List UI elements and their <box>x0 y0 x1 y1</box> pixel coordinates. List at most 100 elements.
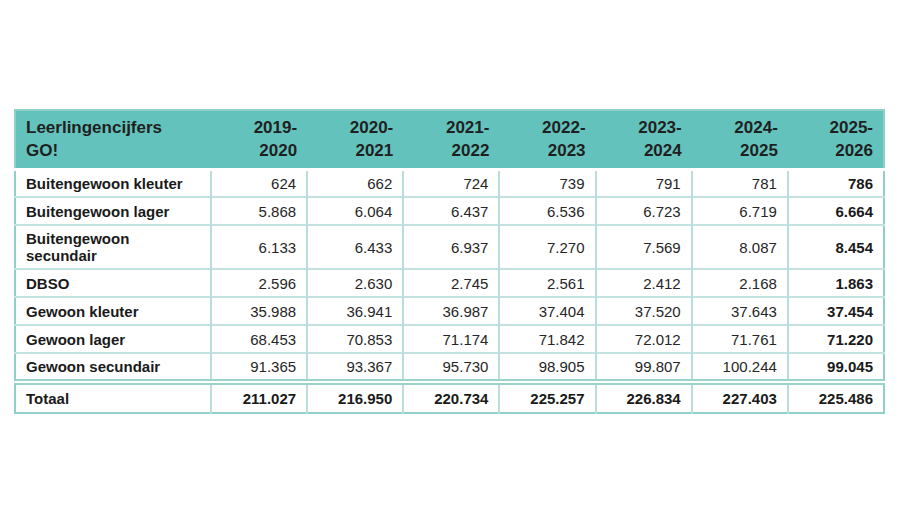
cell-value: 93.367 <box>307 353 403 382</box>
page: Leerlingencijfers GO! 2019- 2020 2020- 2… <box>0 0 899 505</box>
cell-value: 7.270 <box>499 225 595 269</box>
row-label: Buitengewoon lager <box>15 197 211 225</box>
column-header-line1: 2020- <box>317 116 393 139</box>
column-header-line2: 2025 <box>702 139 778 162</box>
row-label: Gewoon kleuter <box>15 297 211 325</box>
cell-value: 2.412 <box>596 269 692 297</box>
total-value: 225.257 <box>499 382 595 413</box>
row-label: Buitengewoon kleuter <box>15 169 211 197</box>
total-value: 226.834 <box>596 382 692 413</box>
cell-value: 6.723 <box>596 197 692 225</box>
row-label: Gewoon lager <box>15 325 211 353</box>
column-header-2025-2026: 2025- 2026 <box>788 110 884 169</box>
cell-value: 6.437 <box>403 197 499 225</box>
total-label: Totaal <box>15 382 211 413</box>
row-label: Gewoon secundair <box>15 353 211 382</box>
cell-value: 2.596 <box>211 269 307 297</box>
cell-value: 72.012 <box>596 325 692 353</box>
cell-value: 99.045 <box>788 353 884 382</box>
table-title-line2: GO! <box>26 139 201 162</box>
cell-value: 6.536 <box>499 197 595 225</box>
column-header-line1: 2021- <box>413 116 489 139</box>
cell-value: 786 <box>788 169 884 197</box>
cell-value: 98.905 <box>499 353 595 382</box>
row-label: DBSO <box>15 269 211 297</box>
table-title: Leerlingencijfers GO! <box>15 110 211 169</box>
cell-value: 6.664 <box>788 197 884 225</box>
cell-value: 71.842 <box>499 325 595 353</box>
column-header-2019-2020: 2019- 2020 <box>211 110 307 169</box>
cell-value: 37.454 <box>788 297 884 325</box>
cell-value: 36.987 <box>403 297 499 325</box>
cell-value: 6.433 <box>307 225 403 269</box>
column-header-2023-2024: 2023- 2024 <box>596 110 692 169</box>
cell-value: 2.745 <box>403 269 499 297</box>
table-body: Buitengewoon kleuter 624 662 724 739 791… <box>15 169 884 382</box>
header-row: Leerlingencijfers GO! 2019- 2020 2020- 2… <box>15 110 884 169</box>
column-header-line2: 2021 <box>317 139 393 162</box>
cell-value: 99.807 <box>596 353 692 382</box>
total-value: 211.027 <box>211 382 307 413</box>
column-header-line2: 2026 <box>798 139 873 162</box>
table-footer: Totaal 211.027 216.950 220.734 225.257 2… <box>15 382 884 413</box>
cell-value: 36.941 <box>307 297 403 325</box>
cell-value: 662 <box>307 169 403 197</box>
cell-value: 2.561 <box>499 269 595 297</box>
column-header-line2: 2022 <box>413 139 489 162</box>
cell-value: 91.365 <box>211 353 307 382</box>
cell-value: 2.630 <box>307 269 403 297</box>
table-row-dbso: DBSO 2.596 2.630 2.745 2.561 2.412 2.168… <box>15 269 884 297</box>
total-value: 220.734 <box>403 382 499 413</box>
column-header-line1: 2019- <box>221 116 297 139</box>
cell-value: 68.453 <box>211 325 307 353</box>
table-title-line1: Leerlingencijfers <box>26 116 201 139</box>
column-header-line1: 2023- <box>606 116 682 139</box>
row-label: Buitengewoon secundair <box>15 225 211 269</box>
table-row-gewoon-kleuter: Gewoon kleuter 35.988 36.941 36.987 37.4… <box>15 297 884 325</box>
cell-value: 791 <box>596 169 692 197</box>
cell-value: 739 <box>499 169 595 197</box>
table-row-buitengewoon-lager: Buitengewoon lager 5.868 6.064 6.437 6.5… <box>15 197 884 225</box>
cell-value: 5.868 <box>211 197 307 225</box>
total-value: 227.403 <box>692 382 788 413</box>
cell-value: 1.863 <box>788 269 884 297</box>
leerlingencijfers-table: Leerlingencijfers GO! 2019- 2020 2020- 2… <box>14 109 885 414</box>
cell-value: 71.174 <box>403 325 499 353</box>
total-value: 216.950 <box>307 382 403 413</box>
cell-value: 37.643 <box>692 297 788 325</box>
cell-value: 6.937 <box>403 225 499 269</box>
column-header-2021-2022: 2021- 2022 <box>403 110 499 169</box>
cell-value: 6.719 <box>692 197 788 225</box>
table-row-gewoon-secundair: Gewoon secundair 91.365 93.367 95.730 98… <box>15 353 884 382</box>
cell-value: 781 <box>692 169 788 197</box>
column-header-line1: 2024- <box>702 116 778 139</box>
cell-value: 70.853 <box>307 325 403 353</box>
column-header-line2: 2020 <box>221 139 297 162</box>
table-row-buitengewoon-kleuter: Buitengewoon kleuter 624 662 724 739 791… <box>15 169 884 197</box>
cell-value: 71.220 <box>788 325 884 353</box>
cell-value: 37.520 <box>596 297 692 325</box>
cell-value: 6.064 <box>307 197 403 225</box>
cell-value: 6.133 <box>211 225 307 269</box>
column-header-line2: 2023 <box>509 139 585 162</box>
cell-value: 724 <box>403 169 499 197</box>
cell-value: 8.087 <box>692 225 788 269</box>
cell-value: 37.404 <box>499 297 595 325</box>
column-header-2022-2023: 2022- 2023 <box>499 110 595 169</box>
cell-value: 624 <box>211 169 307 197</box>
column-header-line1: 2022- <box>509 116 585 139</box>
cell-value: 71.761 <box>692 325 788 353</box>
cell-value: 7.569 <box>596 225 692 269</box>
total-value: 225.486 <box>788 382 884 413</box>
cell-value: 2.168 <box>692 269 788 297</box>
column-header-line1: 2025- <box>798 116 873 139</box>
total-row: Totaal 211.027 216.950 220.734 225.257 2… <box>15 382 884 413</box>
cell-value: 8.454 <box>788 225 884 269</box>
table-row-buitengewoon-secundair: Buitengewoon secundair 6.133 6.433 6.937… <box>15 225 884 269</box>
column-header-2020-2021: 2020- 2021 <box>307 110 403 169</box>
table-row-gewoon-lager: Gewoon lager 68.453 70.853 71.174 71.842… <box>15 325 884 353</box>
cell-value: 95.730 <box>403 353 499 382</box>
column-header-2024-2025: 2024- 2025 <box>692 110 788 169</box>
column-header-line2: 2024 <box>606 139 682 162</box>
table-header: Leerlingencijfers GO! 2019- 2020 2020- 2… <box>15 110 884 169</box>
